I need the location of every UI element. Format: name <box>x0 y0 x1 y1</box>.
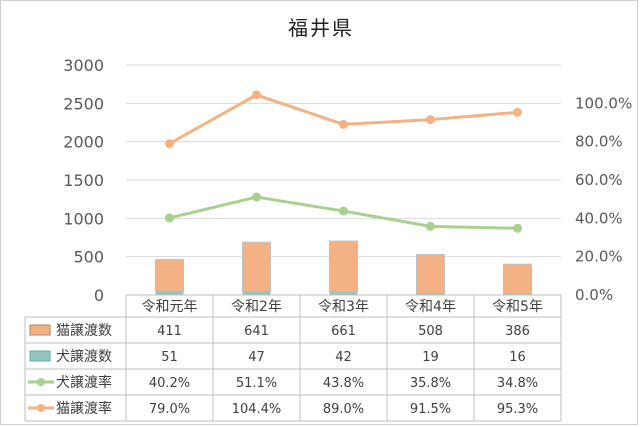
legend-dog-rate-marker <box>37 378 45 386</box>
legend-cat-rate-marker <box>37 404 45 412</box>
bar-dog-adoptions <box>503 293 532 295</box>
chart-title: 福井県 <box>288 16 354 40</box>
data-label: 641 <box>244 324 269 339</box>
point-dog-rate <box>339 206 348 216</box>
y-tick-label: 3000 <box>63 56 104 75</box>
y2-tick-label: 20.0% <box>575 248 623 266</box>
data-label: 43.8% <box>323 376 364 391</box>
bar-series <box>155 240 532 295</box>
data-label: 661 <box>331 324 356 339</box>
bar-cat-adoptions <box>329 240 358 293</box>
point-cat-rate <box>165 139 174 149</box>
line-series <box>165 90 522 233</box>
data-label: 508 <box>418 324 443 339</box>
y-tick-label: 1000 <box>63 209 104 228</box>
legend-cat-rate: 猫譲渡率 <box>56 400 112 417</box>
x-tick-label: 令和3年 <box>318 299 369 315</box>
data-label: 411 <box>157 324 182 339</box>
y2-tick-label: 80.0% <box>575 133 623 151</box>
y-tick-label: 1500 <box>63 171 104 190</box>
data-label: 34.8% <box>497 376 538 391</box>
y-tick-label: 0 <box>94 286 104 305</box>
data-label: 35.8% <box>410 376 451 391</box>
bar-dog-adoptions <box>416 293 445 295</box>
point-dog-rate <box>165 213 174 223</box>
legend-dog-adoptions-key <box>29 350 51 362</box>
legend-dog-adoptions: 犬譲渡数 <box>56 349 112 365</box>
data-label: 16 <box>509 350 526 365</box>
y2-tick-label: 40.0% <box>575 209 623 227</box>
x-tick-label: 令和元年 <box>142 299 198 315</box>
point-cat-rate <box>339 119 348 129</box>
y-axis-left: 0 500 1000 1500 2000 2500 3000 <box>63 56 104 305</box>
y2-tick-label: 60.0% <box>575 171 623 189</box>
legend-cat-adoptions-key <box>29 324 51 336</box>
data-label: 386 <box>505 324 530 339</box>
legend-cat-adoptions: 猫譲渡数 <box>56 323 112 339</box>
data-label: 47 <box>248 350 265 365</box>
data-label: 104.4% <box>232 402 282 417</box>
point-cat-rate <box>252 90 261 100</box>
bar-dog-adoptions <box>155 291 184 295</box>
point-cat-rate <box>513 107 522 117</box>
y-tick-label: 2500 <box>63 94 104 113</box>
point-dog-rate <box>426 221 435 231</box>
x-tick-label: 令和5年 <box>492 299 543 315</box>
point-cat-rate <box>426 115 435 125</box>
y-tick-label: 2000 <box>63 133 104 152</box>
legend-dog-rate: 犬譲渡率 <box>56 374 112 391</box>
y2-tick-label: 0.0% <box>575 286 613 304</box>
data-label: 51 <box>161 350 178 365</box>
bar-dog-adoptions <box>329 291 358 295</box>
point-dog-rate <box>252 192 261 202</box>
line-cat-rate <box>168 93 518 145</box>
data-label: 91.5% <box>410 402 451 417</box>
data-label: 42 <box>335 350 352 365</box>
x-tick-label: 令和4年 <box>405 299 456 315</box>
bar-dog-adoptions <box>242 291 271 295</box>
data-label: 79.0% <box>149 402 190 417</box>
y-axis-right: 0.0% 20.0% 40.0% 60.0% 80.0% 100.0% <box>575 94 632 304</box>
bar-cat-adoptions <box>155 259 184 292</box>
bar-cat-adoptions <box>242 241 271 292</box>
data-label: 89.0% <box>323 402 364 417</box>
x-tick-label: 令和2年 <box>231 299 282 315</box>
gridlines <box>126 64 561 296</box>
bar-cat-adoptions <box>503 263 532 295</box>
data-label: 19 <box>422 350 439 365</box>
y-tick-label: 500 <box>73 248 104 267</box>
data-label: 51.1% <box>236 376 277 391</box>
data-label: 40.2% <box>149 376 190 391</box>
y2-tick-label: 100.0% <box>575 94 632 112</box>
bar-cat-adoptions <box>416 254 445 295</box>
data-label: 95.3% <box>497 402 538 417</box>
point-dog-rate <box>513 223 522 233</box>
